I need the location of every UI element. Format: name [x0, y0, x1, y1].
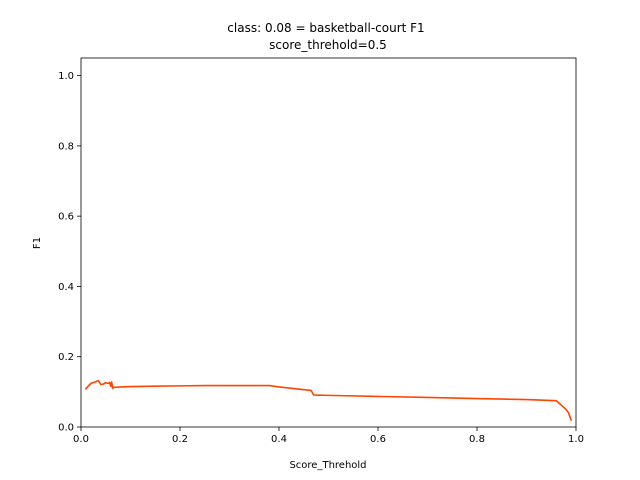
x-tick-label: 0.8 [469, 434, 485, 445]
y-tick-label: 0.8 [58, 141, 74, 152]
plot-area: 0.0 0.2 0.4 0.6 0.8 1.0 0.0 0.2 0.4 0.6 0.8 1.0 [58, 57, 584, 445]
x-tick-label: 0.2 [172, 434, 188, 445]
x-tick-label: 0.4 [271, 434, 287, 445]
y-tick-label: 1.0 [58, 71, 74, 82]
plot-frame [80, 57, 577, 428]
y-tick-label: 0.2 [58, 352, 74, 363]
y-tick-label: 0.6 [58, 212, 74, 223]
x-axis-label: Score_Threhold [289, 460, 366, 471]
x-tick-label: 0.0 [73, 434, 89, 445]
x-tick-label: 1.0 [568, 434, 584, 445]
y-tick-label: 0.4 [58, 282, 74, 293]
series-line-0 [84, 379, 573, 421]
y-axis-label: F1 [32, 237, 43, 249]
chart-subtitle: score_threhold=0.5 [269, 38, 387, 52]
y-tick-label: 0.0 [58, 423, 74, 434]
chart-title: class: 0.08 = basketball-court F1 [227, 21, 424, 35]
x-tick-label: 0.6 [370, 434, 386, 445]
